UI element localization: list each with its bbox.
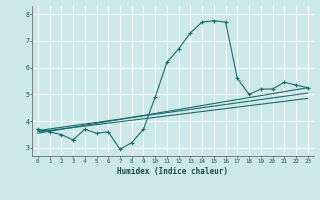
- X-axis label: Humidex (Indice chaleur): Humidex (Indice chaleur): [117, 167, 228, 176]
